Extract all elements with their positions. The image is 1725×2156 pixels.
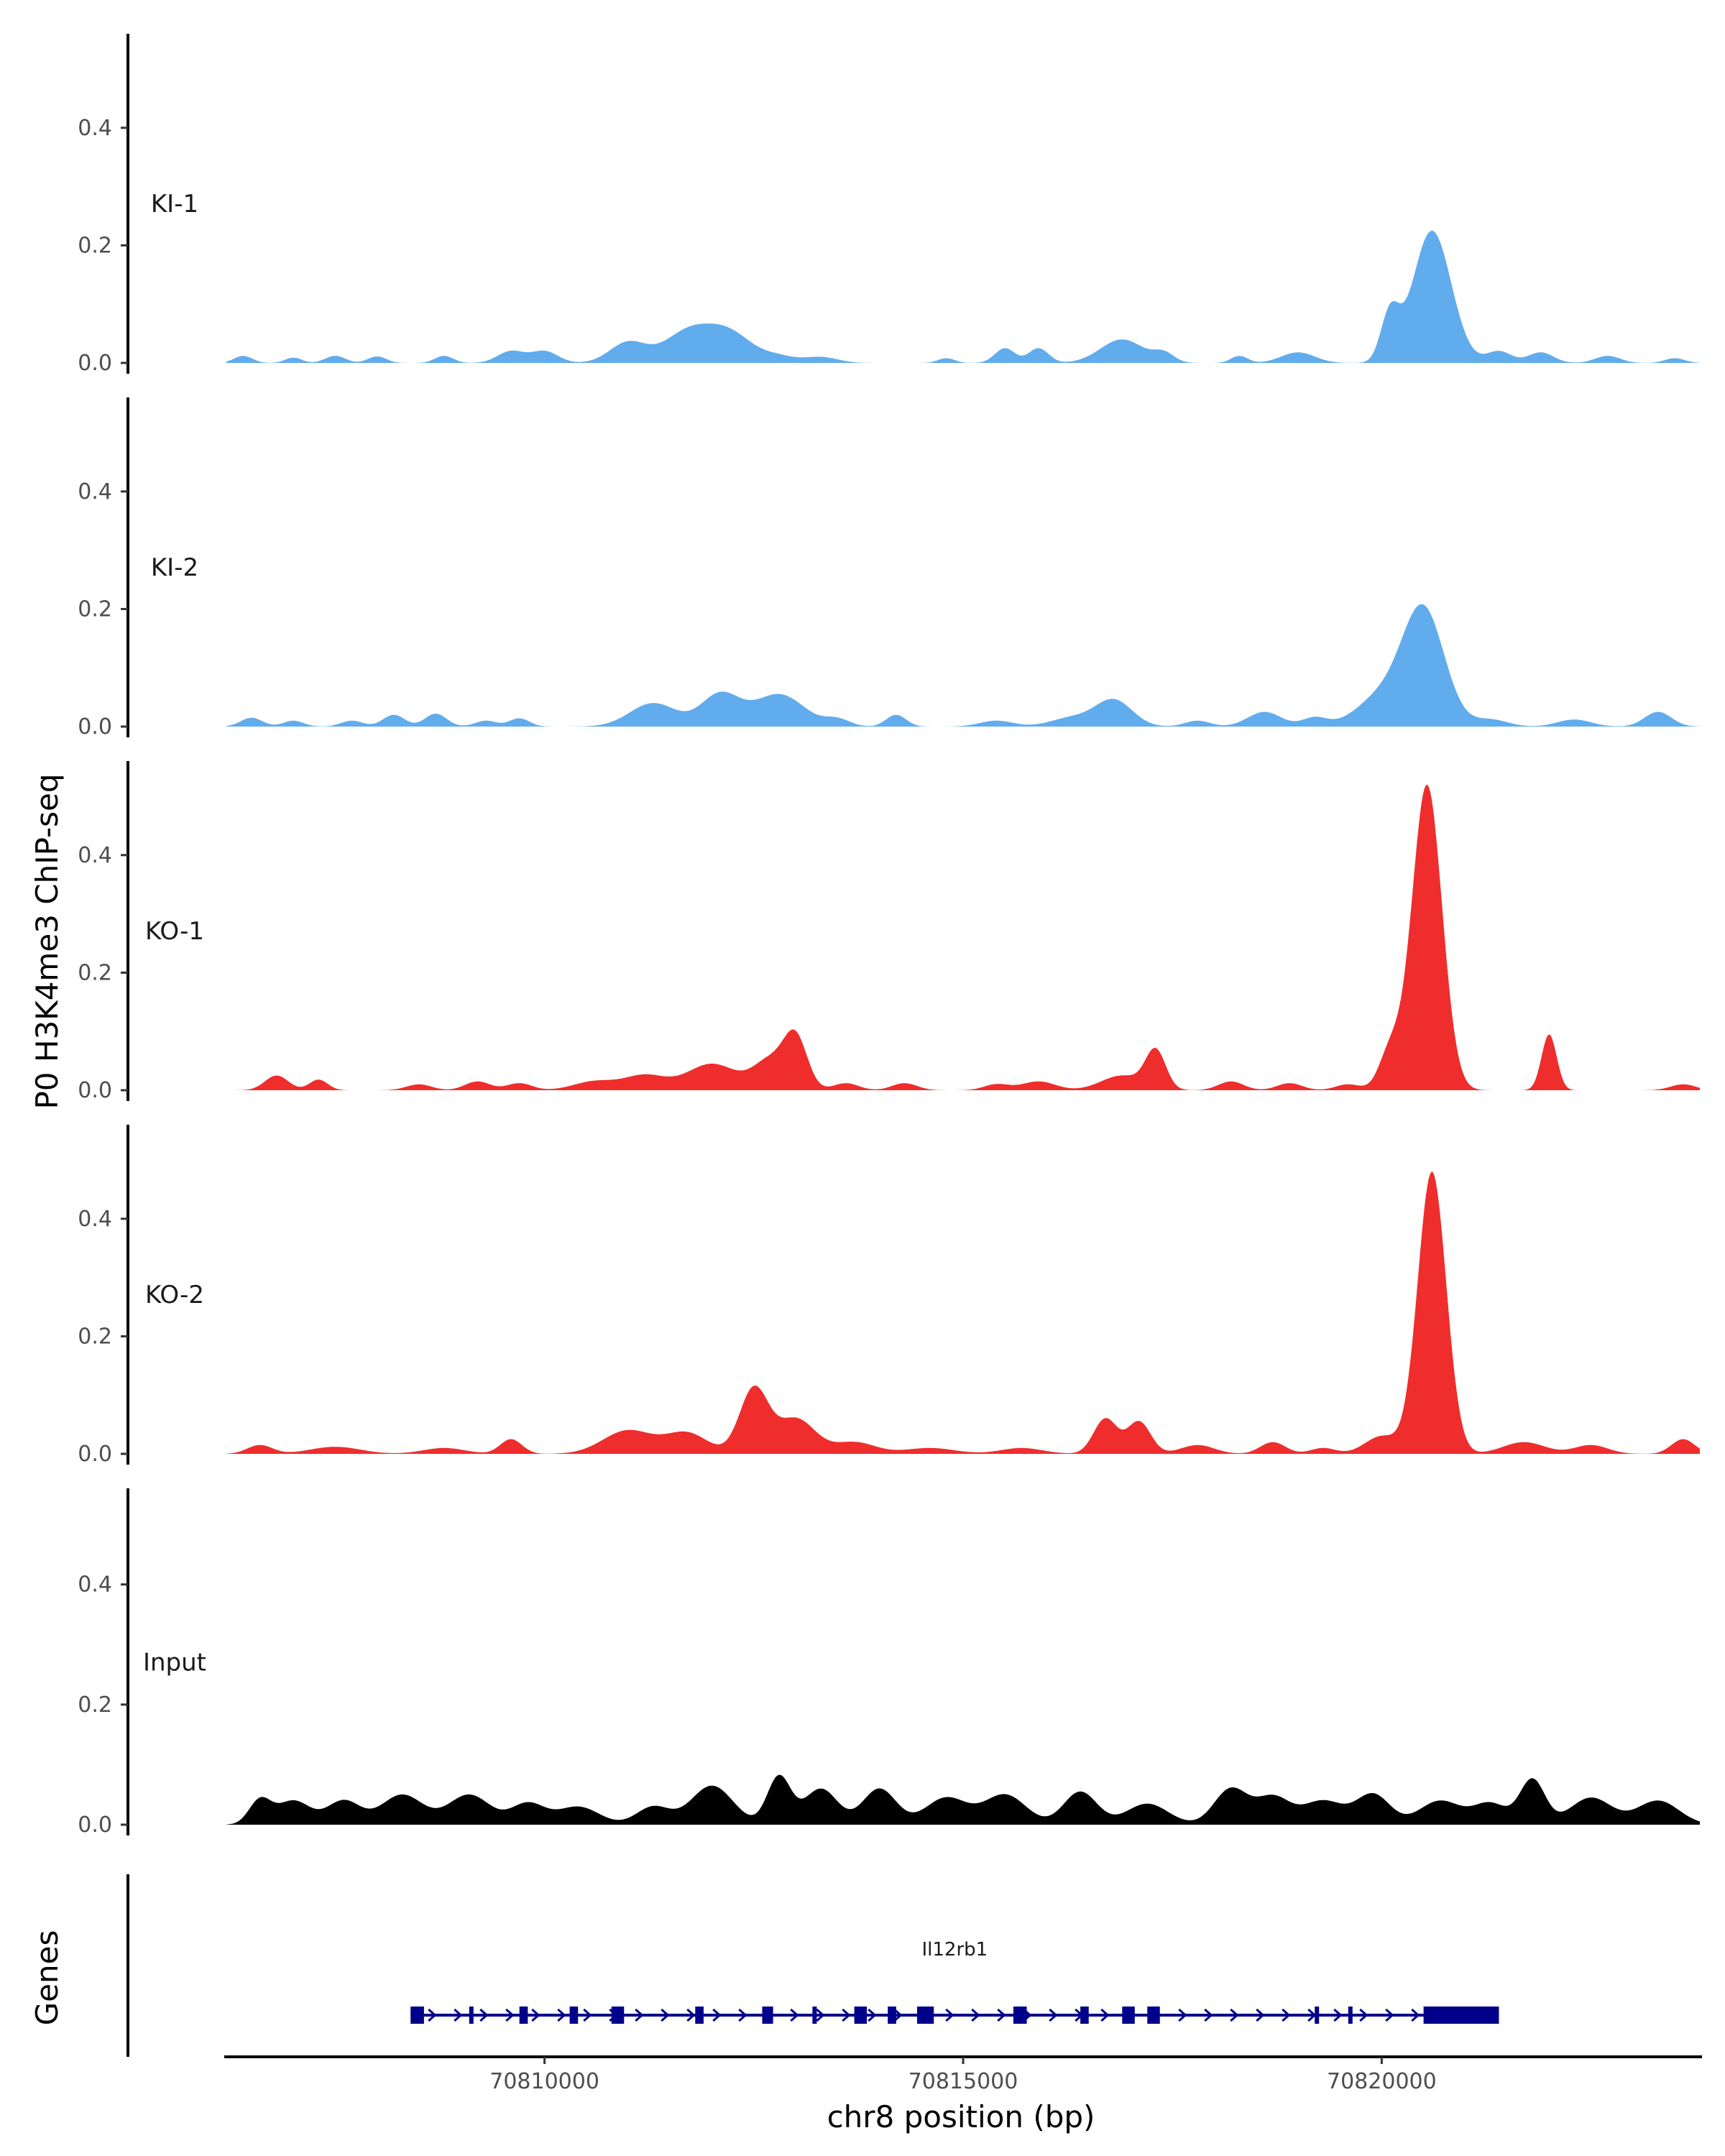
gene-exon [519, 2007, 528, 2024]
strand-arrow [1204, 2008, 1213, 2022]
y-tick-label: 0.0 [78, 351, 112, 376]
strand-arrow [1411, 2008, 1420, 2022]
strand-arrow [997, 2008, 1006, 2022]
gene-exon [1013, 2007, 1027, 2024]
strand-arrow [479, 2008, 489, 2022]
y-tick-label: 0.0 [78, 1442, 112, 1467]
strand-arrow [1333, 2008, 1343, 2022]
gene-exon [469, 2007, 474, 2024]
y-tick-label: 0.2 [78, 233, 112, 258]
track-label: KI-1 [151, 190, 198, 218]
gene-exon [1315, 2007, 1320, 2024]
gene-exon [1080, 2007, 1089, 2024]
gene-track: Il12rb1 [126, 1874, 1499, 2057]
y-tick-label: 0.2 [78, 960, 112, 985]
strand-arrow [531, 2008, 540, 2022]
strand-arrow [428, 2008, 437, 2022]
strand-arrow [893, 2008, 903, 2022]
y-tick-label: 0.0 [78, 714, 112, 740]
y-tick-label: 0.4 [78, 116, 112, 141]
track-label: KO-2 [145, 1281, 204, 1309]
gene-exon [410, 2007, 424, 2024]
y-tick-label: 0.4 [78, 1207, 112, 1232]
strand-arrow [945, 2008, 954, 2022]
gene-exon [611, 2007, 625, 2024]
genes-axis-title: Genes [29, 1930, 65, 2026]
track-input: 0.0 0.2 0.4 Input [78, 1488, 1700, 1838]
strand-arrow [790, 2008, 799, 2022]
y-tick-label: 0.2 [78, 596, 112, 622]
signal-area-ki-2 [226, 604, 1700, 727]
strand-arrow [816, 2008, 825, 2022]
track-label: Input [143, 1648, 206, 1677]
track-label: KI-2 [151, 553, 198, 582]
x-axis: 70810000 70815000 70820000 [224, 2055, 1702, 2094]
track-label: KO-1 [145, 917, 204, 946]
gene-exon [1423, 2007, 1499, 2024]
signal-area-input [226, 1774, 1700, 1825]
strand-arrow [712, 2008, 722, 2022]
y-axis-title: P0 H3K4me3 ChIP-seq [29, 773, 65, 1109]
strand-arrow [557, 2008, 566, 2022]
strand-arrow [1256, 2008, 1265, 2022]
y-tick-label: 0.2 [78, 1692, 112, 1718]
strand-arrow [1049, 2008, 1058, 2022]
y-tick-label: 0.4 [78, 1572, 112, 1598]
x-axis-title: chr8 position (bp) [827, 2099, 1095, 2134]
x-tick-label: 70810000 [489, 2069, 599, 2094]
strand-arrow [1100, 2008, 1110, 2022]
gene-exon [695, 2007, 704, 2024]
strand-arrow [661, 2008, 670, 2022]
signal-area-ko-2 [226, 1171, 1700, 1454]
strand-arrow [686, 2008, 696, 2022]
gene-exon [1147, 2007, 1160, 2024]
strand-arrow [971, 2008, 980, 2022]
gene-exon [916, 2007, 934, 2024]
gene-exon [1122, 2007, 1135, 2024]
gene-exon [854, 2007, 868, 2024]
strand-arrow [868, 2008, 877, 2022]
track-ko-1: 0.0 0.2 0.4 KO-1 [78, 761, 1700, 1103]
signal-area-ko-1 [226, 784, 1700, 1090]
strand-arrow [1385, 2008, 1394, 2022]
gene-exon [762, 2007, 773, 2024]
strand-arrow [454, 2008, 463, 2022]
x-tick-label: 70815000 [908, 2069, 1018, 2094]
signal-tracks: 0.00.20.4KI-10.00.20.4KI-20.00.20.4KO-10… [78, 34, 1700, 1838]
y-tick-label: 0.4 [78, 843, 112, 868]
track-ko-2: 0.0 0.2 0.4 KO-2 [78, 1125, 1700, 1467]
strand-arrow [842, 2008, 851, 2022]
strand-arrow [635, 2008, 644, 2022]
strand-arrow [583, 2008, 592, 2022]
y-tick-label: 0.0 [78, 1078, 112, 1103]
gene-exon [888, 2007, 896, 2024]
gene-name-label: Il12rb1 [921, 1939, 988, 1961]
y-tick-label: 0.4 [78, 479, 112, 505]
signal-area-ki-1 [226, 231, 1700, 363]
gene-exon [812, 2007, 817, 2024]
strand-arrow [1178, 2008, 1187, 2022]
track-ki-2: 0.0 0.2 0.4 KI-2 [78, 397, 1700, 740]
track-ki-1: 0.0 0.2 0.4 KI-1 [78, 34, 1700, 376]
x-tick-label: 70820000 [1327, 2069, 1437, 2094]
strand-arrow [505, 2008, 515, 2022]
gene-exon [569, 2007, 579, 2024]
strand-arrow [1282, 2008, 1291, 2022]
y-tick-label: 0.2 [78, 1324, 112, 1349]
strand-arrow [1230, 2008, 1239, 2022]
gene-exon [1348, 2007, 1353, 2024]
strand-arrow [738, 2008, 748, 2022]
strand-arrow [1359, 2008, 1368, 2022]
y-tick-label: 0.0 [78, 1812, 112, 1838]
